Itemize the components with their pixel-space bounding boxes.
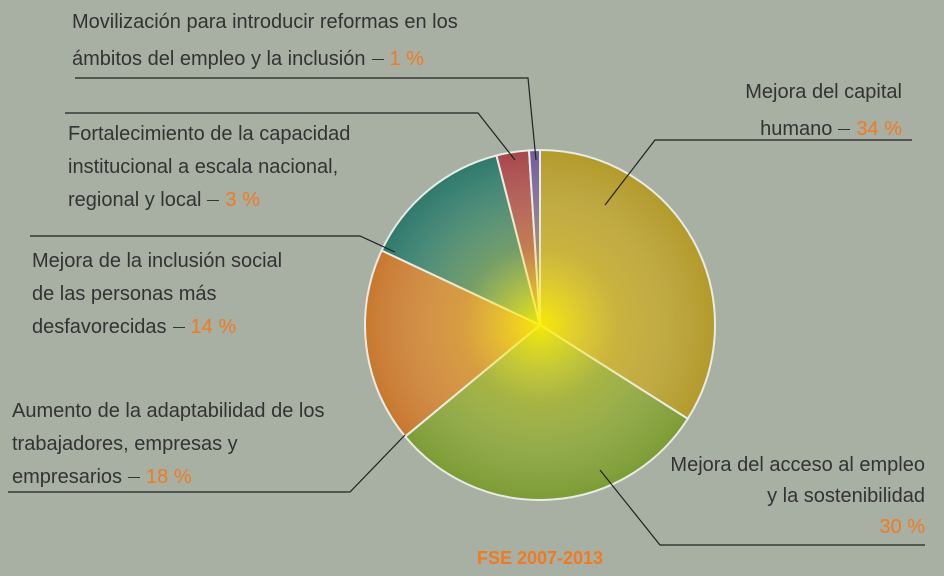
dash bbox=[207, 200, 220, 202]
value-label: 3 % bbox=[225, 189, 260, 211]
leader-line bbox=[65, 112, 516, 161]
chart-title: FSE 2007-2013 bbox=[476, 548, 604, 568]
slice-label: Movilización para introducir reformas en… bbox=[72, 4, 527, 78]
dash bbox=[128, 477, 141, 479]
value-label: 1 % bbox=[389, 48, 424, 70]
category-label: Fortalecimiento de la capacidad instituc… bbox=[68, 123, 351, 211]
dash bbox=[371, 59, 384, 61]
category-label: Movilización para introducir reformas en… bbox=[72, 11, 458, 70]
leader-line bbox=[604, 139, 912, 206]
value-label: 34 % bbox=[856, 118, 902, 140]
slice-label: Mejora del capital humano 34 % bbox=[682, 74, 902, 148]
pie bbox=[364, 148, 716, 501]
leader-line bbox=[8, 434, 406, 493]
slice-label: Mejora de la inclusión social de las per… bbox=[32, 245, 294, 344]
leader-line bbox=[75, 77, 537, 161]
slice-label: Fortalecimiento de la capacidad instituc… bbox=[68, 118, 398, 217]
category-label: Mejora de la inclusión social de las per… bbox=[32, 250, 283, 338]
value-label: 30 % bbox=[879, 516, 925, 538]
dash bbox=[838, 129, 851, 131]
value-label: 14 % bbox=[190, 316, 237, 338]
category-label: Mejora del capital humano bbox=[745, 81, 902, 140]
slice-label: Mejora del acceso al empleo y la sosteni… bbox=[665, 450, 925, 543]
slice-label: Aumento de la adaptabilidad de los traba… bbox=[12, 395, 332, 494]
category-label: Aumento de la adaptabilidad de los traba… bbox=[12, 400, 325, 488]
leader-line bbox=[599, 469, 925, 546]
value-label: 18 % bbox=[146, 466, 192, 488]
dash bbox=[172, 327, 185, 329]
category-label: Mejora del acceso al empleo y la sosteni… bbox=[670, 454, 925, 507]
leader-line bbox=[30, 235, 396, 253]
